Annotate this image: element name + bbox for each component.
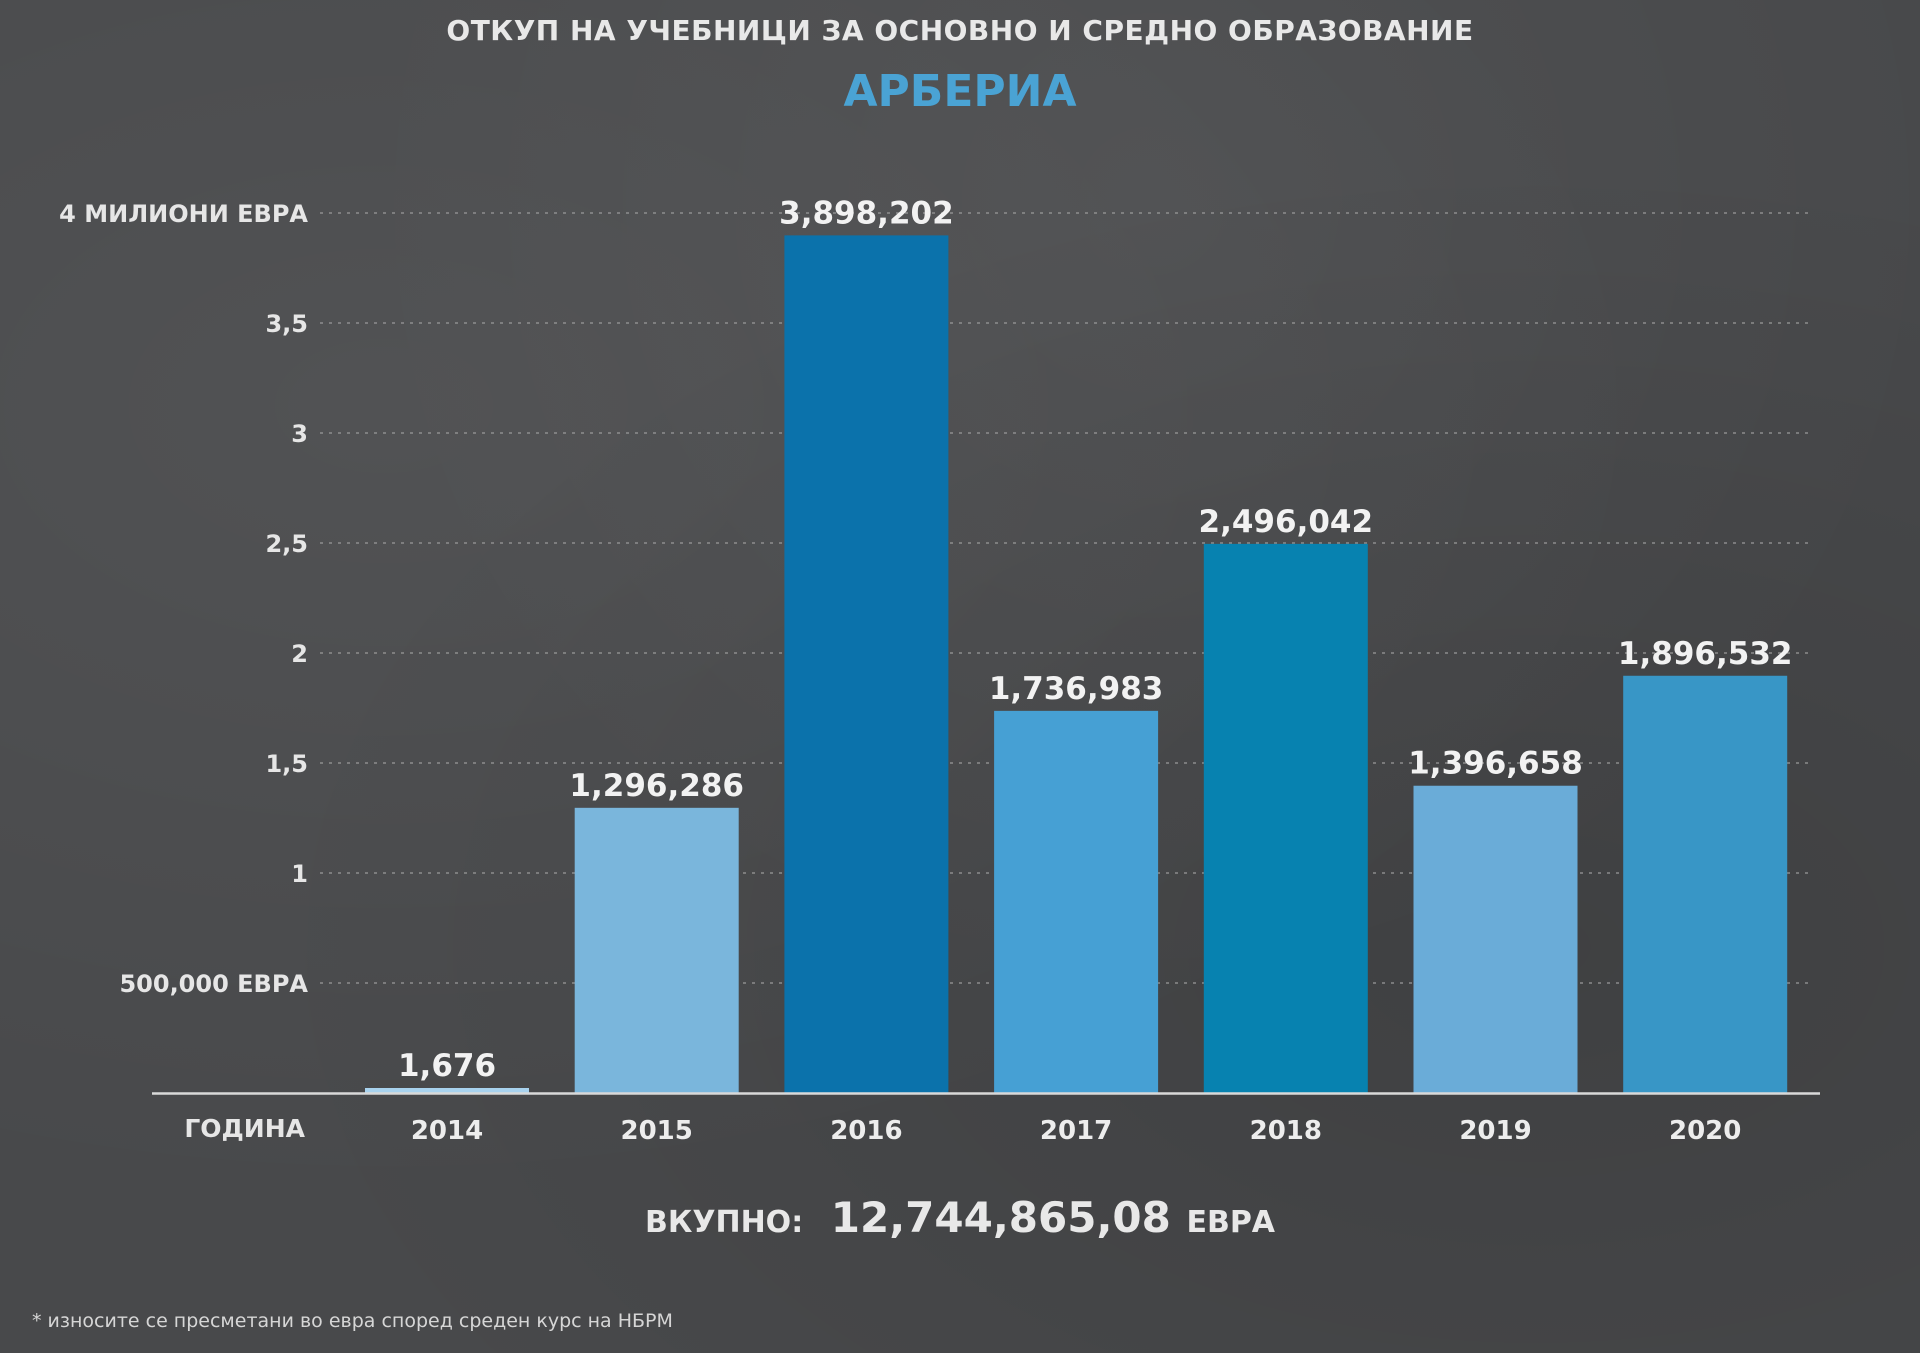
- bar: [1623, 675, 1788, 1093]
- y-tick-label: 2,5: [265, 530, 308, 558]
- bar: [1203, 543, 1368, 1093]
- x-tick-label: 2016: [830, 1116, 902, 1146]
- bar-value-label: 1,736,983: [989, 671, 1164, 707]
- bar-value-label: 2,496,042: [1199, 504, 1374, 540]
- x-axis-label: ГОДИНА: [184, 1114, 305, 1143]
- x-tick-label: 2014: [411, 1116, 483, 1146]
- bar-chart: 500,000 ЕВРА 1 1,5 2 2,5 3 3,5 4 МИЛИОНИ ЕВРА 1,…: [59, 195, 1820, 1146]
- y-tick-label: 4 МИЛИОНИ ЕВРА: [59, 200, 308, 228]
- total-unit: ЕВРА: [1186, 1205, 1276, 1240]
- y-tick-label: 3,5: [265, 310, 308, 338]
- bar: [574, 807, 739, 1093]
- bar-value-label: 1,896,532: [1618, 636, 1793, 672]
- x-tick-label: 2017: [1040, 1116, 1112, 1146]
- y-tick-label: 500,000 ЕВРА: [119, 970, 308, 998]
- x-tick-label: 2020: [1669, 1116, 1741, 1146]
- y-tick-label: 1: [291, 860, 308, 888]
- bar-value-label: 1,296,286: [569, 768, 744, 804]
- bar: [365, 1088, 529, 1093]
- total-value: 12,744,865,08: [830, 1193, 1171, 1242]
- bar-value-label: 1,676: [398, 1048, 496, 1084]
- x-tick-label: 2015: [621, 1116, 693, 1146]
- bar: [1413, 785, 1578, 1093]
- bar: [994, 710, 1159, 1093]
- chart-title: ОТКУП НА УЧЕБНИЦИ ЗА ОСНОВНО И СРЕДНО ОБ…: [446, 14, 1474, 47]
- x-tick-label: 2019: [1459, 1116, 1531, 1146]
- total-summary: ВКУПНО: 12,744,865,08 ЕВРА: [0, 1193, 1920, 1242]
- y-tick-label: 3: [291, 420, 308, 448]
- total-label: ВКУПНО:: [644, 1205, 804, 1240]
- x-tick-label: 2018: [1250, 1116, 1322, 1146]
- chart-subtitle: АРБЕРИА: [843, 66, 1077, 117]
- bar-value-label: 1,396,658: [1408, 746, 1583, 782]
- footnote: * износите се пресметани во евра според …: [32, 1310, 673, 1332]
- y-tick-label: 1,5: [265, 750, 308, 778]
- y-tick-label: 2: [291, 640, 308, 668]
- bar-value-label: 3,898,202: [779, 195, 954, 231]
- bar: [784, 235, 949, 1093]
